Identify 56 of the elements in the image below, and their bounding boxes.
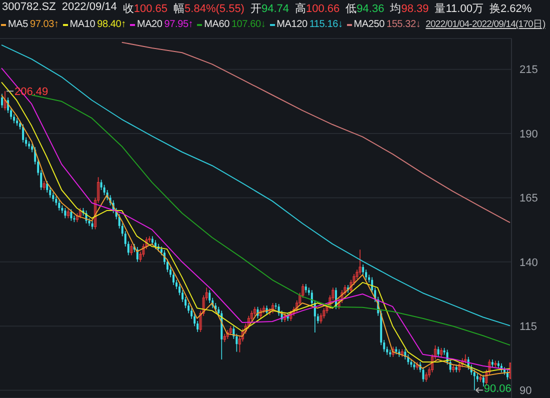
y-tick-label: 115	[520, 321, 538, 334]
candlestick	[464, 354, 467, 364]
annotation: 90.06	[484, 383, 512, 396]
text: 量11.00万	[434, 3, 484, 15]
y-tick-label: 190	[520, 128, 538, 140]
text: 均98.39	[390, 3, 429, 15]
line-series	[1, 44, 510, 326]
candlestick	[22, 124, 24, 143]
candlestick	[70, 208, 72, 222]
text: 高100.66	[295, 3, 340, 15]
candlestick	[358, 249, 362, 276]
legend-label: MA60	[204, 19, 230, 30]
candlestick	[494, 360, 497, 368]
candlestick	[479, 374, 482, 382]
y-tick-label: 215	[520, 64, 538, 76]
candlestick	[42, 180, 46, 190]
text: 107.60↓	[231, 19, 266, 30]
candlestick	[437, 346, 440, 358]
legend-label: MA20	[136, 19, 162, 30]
y-tick-label: 90	[520, 385, 532, 398]
legend-label: MA10	[70, 19, 96, 30]
candlestick	[1, 93, 3, 108]
text: 98.40↑	[97, 19, 126, 30]
candlestick	[136, 246, 138, 262]
candlestick	[290, 310, 292, 322]
text: 低94.36	[346, 3, 384, 15]
candlestick	[130, 244, 133, 256]
legend-label: MA120	[276, 19, 308, 30]
y-tick-label: 165	[520, 192, 538, 205]
text: 2022/09/14	[62, 1, 117, 15]
candlestick	[58, 200, 60, 211]
text: 收100.65	[122, 3, 168, 15]
candlestick	[64, 208, 66, 219]
text: 幅5.84%(5.55)	[174, 3, 244, 15]
text: 115.16↓	[309, 19, 343, 30]
candlestick	[509, 362, 512, 380]
legend-label: MA250	[354, 19, 384, 30]
candlestick	[392, 346, 394, 358]
line-series	[121, 42, 510, 224]
candlestick	[259, 308, 262, 319]
text: 300782.SZ	[2, 1, 56, 15]
text: 155.32↓	[386, 19, 421, 30]
candlestick	[78, 208, 82, 219]
text: 97.95↑	[164, 19, 194, 30]
text: 换2.62%	[489, 3, 532, 15]
text: 2022/01/04-2022/09/14(170日)	[426, 18, 546, 31]
candlestick	[389, 349, 392, 358]
candlestick	[482, 374, 484, 387]
candlestick	[458, 362, 461, 373]
text: 97.03↑	[30, 19, 59, 30]
y-tick-label: 140	[520, 256, 538, 269]
candlestick	[271, 302, 274, 314]
text: 开94.74	[250, 3, 290, 15]
legend-label: MA5	[8, 19, 28, 30]
candlestick	[4, 90, 6, 111]
line-series	[31, 94, 510, 346]
